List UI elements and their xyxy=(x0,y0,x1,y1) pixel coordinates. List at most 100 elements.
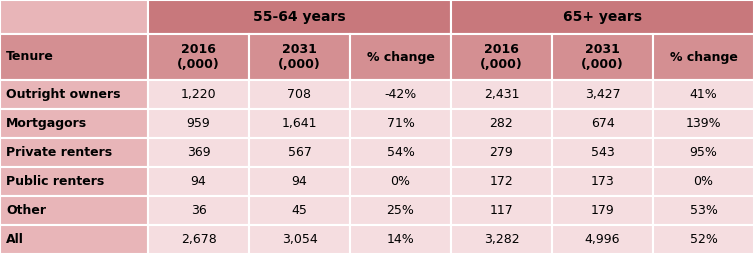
Text: Outright owners: Outright owners xyxy=(6,88,121,101)
Text: 708: 708 xyxy=(287,88,311,101)
Bar xyxy=(0,109,148,138)
Bar xyxy=(350,167,451,196)
Text: 173: 173 xyxy=(590,175,615,188)
Text: Private renters: Private renters xyxy=(6,146,112,159)
Bar xyxy=(249,80,350,109)
Bar xyxy=(552,34,653,80)
Text: 959: 959 xyxy=(187,117,210,130)
Text: 2,431: 2,431 xyxy=(484,88,520,101)
Bar xyxy=(249,109,350,138)
Bar xyxy=(0,138,148,167)
Bar xyxy=(350,80,451,109)
Text: 55-64 years: 55-64 years xyxy=(253,10,346,24)
Bar xyxy=(451,167,552,196)
Bar xyxy=(451,80,552,109)
Bar xyxy=(0,196,148,225)
Text: 3,282: 3,282 xyxy=(483,233,520,246)
Text: -42%: -42% xyxy=(385,88,417,101)
Bar xyxy=(451,225,552,254)
Bar xyxy=(653,225,754,254)
Bar xyxy=(148,196,249,225)
Bar xyxy=(249,34,350,80)
Bar xyxy=(350,34,451,80)
Text: 0%: 0% xyxy=(391,175,410,188)
Bar xyxy=(552,225,653,254)
Bar xyxy=(350,196,451,225)
Bar xyxy=(653,167,754,196)
Text: 94: 94 xyxy=(292,175,308,188)
Text: % change: % change xyxy=(366,51,434,64)
Text: 179: 179 xyxy=(590,204,615,217)
Bar xyxy=(653,109,754,138)
Text: 65+ years: 65+ years xyxy=(563,10,642,24)
Text: Tenure: Tenure xyxy=(6,51,54,64)
Bar xyxy=(0,0,148,34)
Text: 3,054: 3,054 xyxy=(282,233,317,246)
Text: 4,996: 4,996 xyxy=(585,233,621,246)
Text: 279: 279 xyxy=(489,146,513,159)
Text: 117: 117 xyxy=(489,204,513,217)
Bar xyxy=(653,196,754,225)
Bar xyxy=(0,225,148,254)
Text: 0%: 0% xyxy=(694,175,713,188)
Bar xyxy=(148,167,249,196)
Bar xyxy=(148,34,249,80)
Bar xyxy=(451,109,552,138)
Text: 2,678: 2,678 xyxy=(181,233,216,246)
Text: 53%: 53% xyxy=(690,204,718,217)
Text: 45: 45 xyxy=(292,204,308,217)
Text: 674: 674 xyxy=(590,117,615,130)
Bar xyxy=(552,109,653,138)
Text: Mortgagors: Mortgagors xyxy=(6,117,87,130)
Bar xyxy=(148,0,451,34)
Bar xyxy=(350,138,451,167)
Text: Public renters: Public renters xyxy=(6,175,104,188)
Bar xyxy=(249,167,350,196)
Text: 2031
(,000): 2031 (,000) xyxy=(278,43,321,71)
Bar xyxy=(0,80,148,109)
Text: 3,427: 3,427 xyxy=(584,88,621,101)
Bar xyxy=(0,167,148,196)
Bar xyxy=(451,0,754,34)
Bar xyxy=(148,109,249,138)
Bar xyxy=(451,138,552,167)
Bar xyxy=(148,80,249,109)
Bar xyxy=(148,138,249,167)
Text: 2016
(,000): 2016 (,000) xyxy=(480,43,523,71)
Text: 1,220: 1,220 xyxy=(181,88,216,101)
Text: 25%: 25% xyxy=(387,204,415,217)
Bar xyxy=(0,34,148,80)
Text: 36: 36 xyxy=(191,204,207,217)
Bar xyxy=(451,34,552,80)
Text: % change: % change xyxy=(670,51,737,64)
Text: 2016
(,000): 2016 (,000) xyxy=(177,43,220,71)
Text: 95%: 95% xyxy=(690,146,718,159)
Bar xyxy=(350,109,451,138)
Bar xyxy=(552,80,653,109)
Text: 139%: 139% xyxy=(685,117,722,130)
Text: 567: 567 xyxy=(287,146,311,159)
Bar xyxy=(653,34,754,80)
Bar xyxy=(148,225,249,254)
Bar xyxy=(552,196,653,225)
Text: All: All xyxy=(6,233,24,246)
Text: 52%: 52% xyxy=(690,233,718,246)
Text: 94: 94 xyxy=(191,175,207,188)
Text: 54%: 54% xyxy=(387,146,415,159)
Text: 1,641: 1,641 xyxy=(282,117,317,130)
Bar xyxy=(451,196,552,225)
Text: Other: Other xyxy=(6,204,46,217)
Bar xyxy=(552,167,653,196)
Bar xyxy=(249,138,350,167)
Text: 2031
(,000): 2031 (,000) xyxy=(581,43,624,71)
Bar xyxy=(552,138,653,167)
Text: 172: 172 xyxy=(489,175,513,188)
Bar xyxy=(249,196,350,225)
Text: 282: 282 xyxy=(489,117,513,130)
Text: 543: 543 xyxy=(590,146,615,159)
Bar xyxy=(350,225,451,254)
Text: 71%: 71% xyxy=(387,117,415,130)
Text: 369: 369 xyxy=(187,146,210,159)
Text: 41%: 41% xyxy=(690,88,717,101)
Bar xyxy=(653,138,754,167)
